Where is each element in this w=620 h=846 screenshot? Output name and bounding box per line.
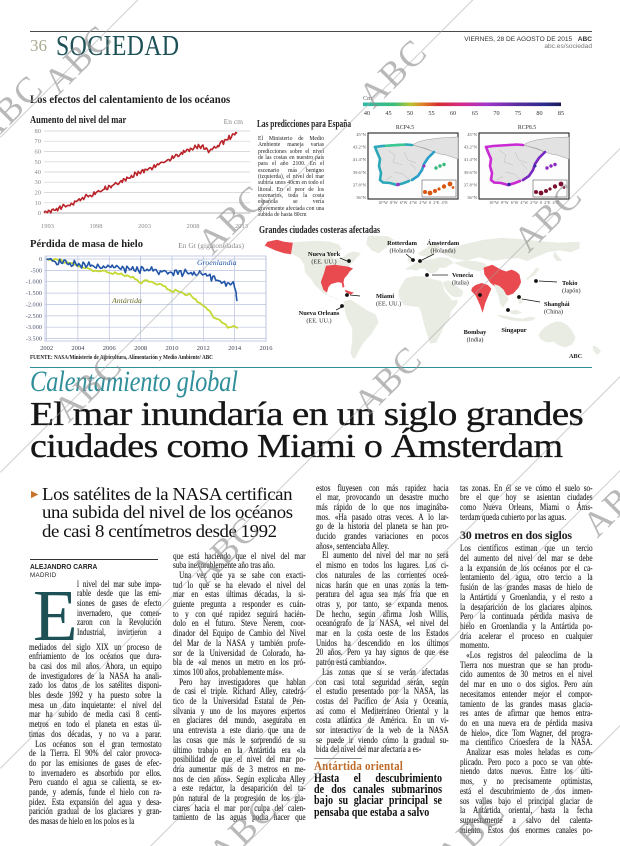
svg-text:RCP4.5: RCP4.5 (396, 125, 414, 131)
svg-text:(China): (China) (544, 309, 563, 316)
svg-text:(Japón): (Japón) (562, 288, 581, 295)
svg-text:39.6°N: 39.6°N (353, 170, 367, 175)
svg-text:Rotterdam: Rotterdam (387, 240, 417, 247)
svg-text:10: 10 (35, 200, 42, 207)
svg-text:Venecia: Venecia (452, 272, 474, 279)
svg-text:-3.000: -3.000 (26, 324, 42, 331)
svg-text:40: 40 (364, 110, 370, 117)
svg-text:Antártida: Antártida (111, 296, 142, 305)
svg-text:20: 20 (35, 190, 42, 197)
svg-text:37.8°N: 37.8°N (464, 182, 478, 187)
svg-text:0: 0 (38, 210, 41, 217)
svg-text:10°W 8°W 6°W 4°W 2°W 0 2: 10°W 8°W 6°W 4°W 2°W 0 2°E 4°E (378, 200, 448, 205)
svg-text:2014: 2014 (228, 345, 242, 352)
svg-text:0: 0 (39, 256, 42, 263)
svg-text:39.6°N: 39.6°N (464, 170, 478, 175)
svg-text:Bombay: Bombay (464, 329, 488, 336)
svg-text:41.4°N: 41.4°N (464, 157, 478, 162)
svg-text:(India): (India) (467, 337, 484, 344)
svg-text:-1.500: -1.500 (26, 290, 42, 297)
svg-text:(EE. UU.): (EE. UU.) (376, 301, 401, 308)
svg-text:43.2°N: 43.2°N (353, 145, 367, 150)
svg-text:1993: 1993 (41, 223, 54, 230)
svg-text:1998: 1998 (90, 223, 103, 230)
svg-text:50: 50 (35, 159, 42, 166)
svg-text:Miami: Miami (376, 293, 394, 300)
svg-text:2010: 2010 (166, 345, 179, 352)
svg-text:-3.500: -3.500 (26, 336, 42, 343)
svg-text:40: 40 (35, 169, 42, 176)
svg-text:80: 80 (536, 110, 542, 117)
svg-text:-500: -500 (30, 267, 42, 274)
svg-text:70: 70 (35, 138, 42, 145)
svg-text:Groenlandia: Groenlandia (197, 258, 237, 267)
svg-text:Shanghái: Shanghái (544, 301, 570, 308)
svg-text:65: 65 (472, 110, 478, 117)
svg-text:Tokio: Tokio (562, 280, 577, 287)
svg-text:50: 50 (407, 110, 413, 117)
svg-text:2013: 2013 (235, 223, 248, 230)
svg-text:85: 85 (558, 110, 564, 117)
svg-text:10°W 8°W 6°W 4°W 2°W 0 2: 10°W 8°W 6°W 4°W 2°W 0 2°E 4°E (489, 200, 559, 205)
svg-text:Nueva York: Nueva York (308, 251, 341, 258)
svg-text:Ámsterdam: Ámsterdam (427, 239, 460, 247)
svg-text:2016: 2016 (260, 345, 274, 352)
svg-text:37.8°N: 37.8°N (353, 182, 367, 187)
svg-text:2012: 2012 (197, 345, 210, 352)
svg-text:70: 70 (493, 110, 499, 117)
svg-text:43.2°N: 43.2°N (464, 145, 478, 150)
svg-text:30: 30 (35, 179, 42, 186)
svg-text:(Italia): (Italia) (452, 280, 469, 287)
svg-text:41.4°N: 41.4°N (353, 157, 367, 162)
svg-text:2004: 2004 (71, 345, 85, 352)
svg-text:-2.000: -2.000 (26, 302, 42, 309)
svg-text:60: 60 (35, 149, 42, 156)
svg-text:45: 45 (385, 110, 391, 117)
svg-text:55: 55 (428, 110, 434, 117)
svg-text:45°N: 45°N (356, 132, 366, 137)
svg-text:36°N: 36°N (467, 195, 477, 200)
svg-text:Cm: Cm (363, 95, 372, 102)
svg-text:2002: 2002 (40, 345, 53, 352)
svg-text:80: 80 (35, 128, 42, 135)
svg-text:36°N: 36°N (356, 195, 366, 200)
svg-text:45°N: 45°N (467, 132, 477, 137)
svg-text:(EE. UU.): (EE. UU.) (311, 259, 336, 266)
svg-text:Singapur: Singapur (501, 327, 526, 334)
svg-text:RCP8.5: RCP8.5 (518, 125, 536, 131)
svg-text:Nueva Orleans: Nueva Orleans (299, 310, 340, 317)
svg-text:(EE. UU.): (EE. UU.) (306, 318, 331, 325)
svg-text:2003: 2003 (138, 223, 151, 230)
svg-text:2008: 2008 (134, 345, 147, 352)
svg-text:-1.000: -1.000 (26, 279, 42, 286)
svg-text:-2.500: -2.500 (26, 313, 42, 320)
svg-text:(Holanda): (Holanda) (389, 248, 414, 255)
svg-text:75: 75 (515, 110, 521, 117)
svg-text:2006: 2006 (103, 345, 117, 352)
svg-text:60: 60 (450, 110, 456, 117)
svg-text:(Holanda): (Holanda) (430, 248, 455, 255)
svg-text:2008: 2008 (187, 223, 200, 230)
